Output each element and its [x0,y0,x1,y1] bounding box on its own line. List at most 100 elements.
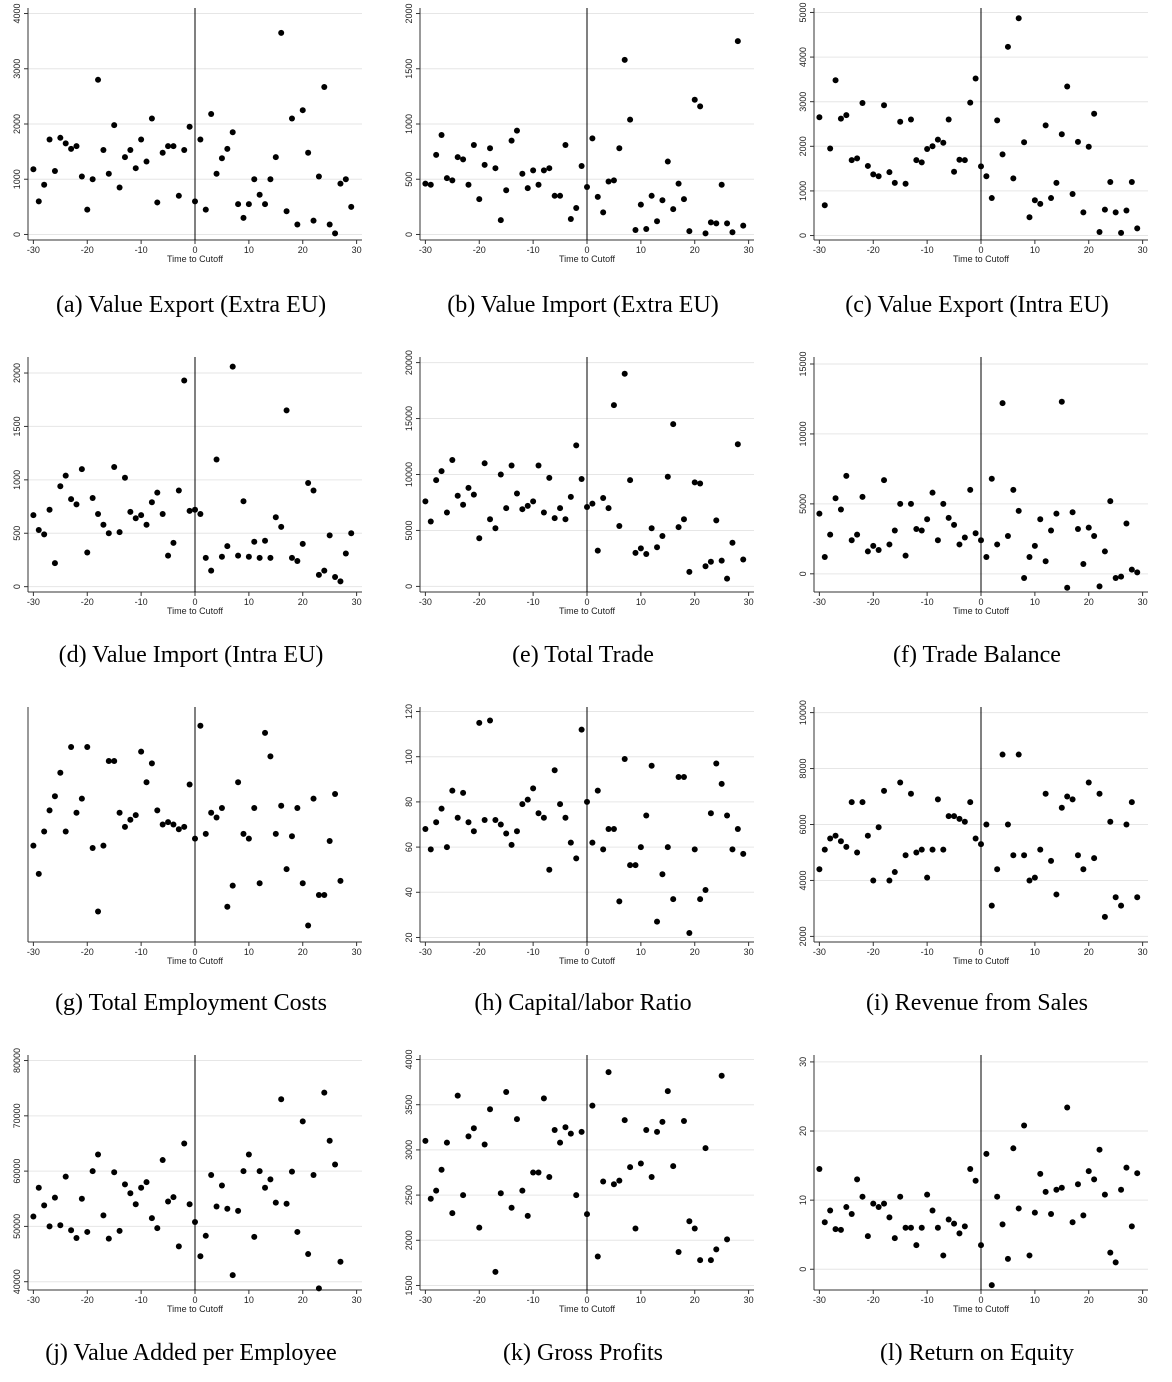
point [116,809,123,816]
point [929,143,936,150]
y-tick-label: 1500 [12,416,22,436]
point [51,793,58,800]
point [294,558,301,565]
point [832,77,839,84]
point [218,553,225,560]
y-tick-label: 80 [404,797,414,807]
caption: (h) Capital/labor Ratio [474,990,691,1016]
point [310,1171,317,1178]
point [508,462,515,469]
point [891,179,898,186]
point [718,780,725,787]
point [224,145,231,152]
x-axis-label: Time to Cutoff [167,956,224,966]
point [454,814,461,821]
y-tick-label: 0 [798,571,808,576]
point [127,508,134,515]
caption: (f) Trade Balance [893,642,1061,668]
point [524,185,531,192]
point [530,785,537,792]
point [449,177,456,184]
x-tick-label: -10 [135,245,148,255]
point [476,196,483,203]
point [524,502,531,509]
point [637,201,644,208]
point [165,1198,172,1205]
point [481,1141,488,1148]
point [35,198,42,205]
point [78,795,85,802]
point [433,1187,440,1194]
point [600,1178,607,1185]
point [272,830,279,837]
point [51,1194,58,1201]
x-axis-label: Time to Cutoff [559,254,616,264]
x-tick-label: 30 [352,245,362,255]
point [1091,1176,1098,1183]
point [670,421,677,428]
point [487,516,494,523]
point [438,468,445,475]
point [332,790,339,797]
point [332,574,339,581]
x-tick-label: 0 [192,947,197,957]
point [78,1195,85,1202]
y-tick-label: 80000 [12,1048,22,1073]
point [454,154,461,161]
point [951,813,958,820]
point [664,158,671,165]
point [967,799,974,806]
point [186,507,193,514]
x-tick-label: 0 [192,245,197,255]
point [621,370,628,377]
point [422,826,429,833]
point [165,819,172,826]
point [251,1233,258,1240]
x-tick-label: 20 [690,597,700,607]
point [718,181,725,188]
point [438,132,445,139]
point [654,1128,661,1135]
point [605,505,612,512]
point [557,801,564,808]
x-tick-label: -30 [813,597,826,607]
point [262,537,269,544]
x-tick-label: 20 [298,597,308,607]
point [278,1096,285,1103]
point [105,170,112,177]
point [62,472,69,479]
point [827,835,834,842]
point [251,176,258,183]
point [267,753,274,760]
point [305,1251,312,1258]
point [170,143,177,150]
point [843,472,850,479]
point [713,220,720,227]
point [945,1216,952,1223]
point [1096,1146,1103,1153]
point [1042,558,1049,565]
point [881,1200,888,1207]
x-tick-label: 0 [978,597,983,607]
point [57,1222,64,1229]
point [648,192,655,199]
point [224,1205,231,1212]
point [116,529,123,536]
point [832,832,839,839]
y-tick-label: 20000 [404,350,414,375]
point [186,123,193,130]
point [57,769,64,776]
point [159,149,166,156]
point [600,209,607,216]
point [961,157,968,164]
point [315,173,322,180]
point [348,203,355,210]
point [1074,526,1081,533]
point [73,1235,80,1242]
point [557,1139,564,1146]
point [859,100,866,107]
x-tick-label: 0 [192,597,197,607]
point [1026,214,1033,221]
point [551,1127,558,1134]
point [224,903,231,910]
